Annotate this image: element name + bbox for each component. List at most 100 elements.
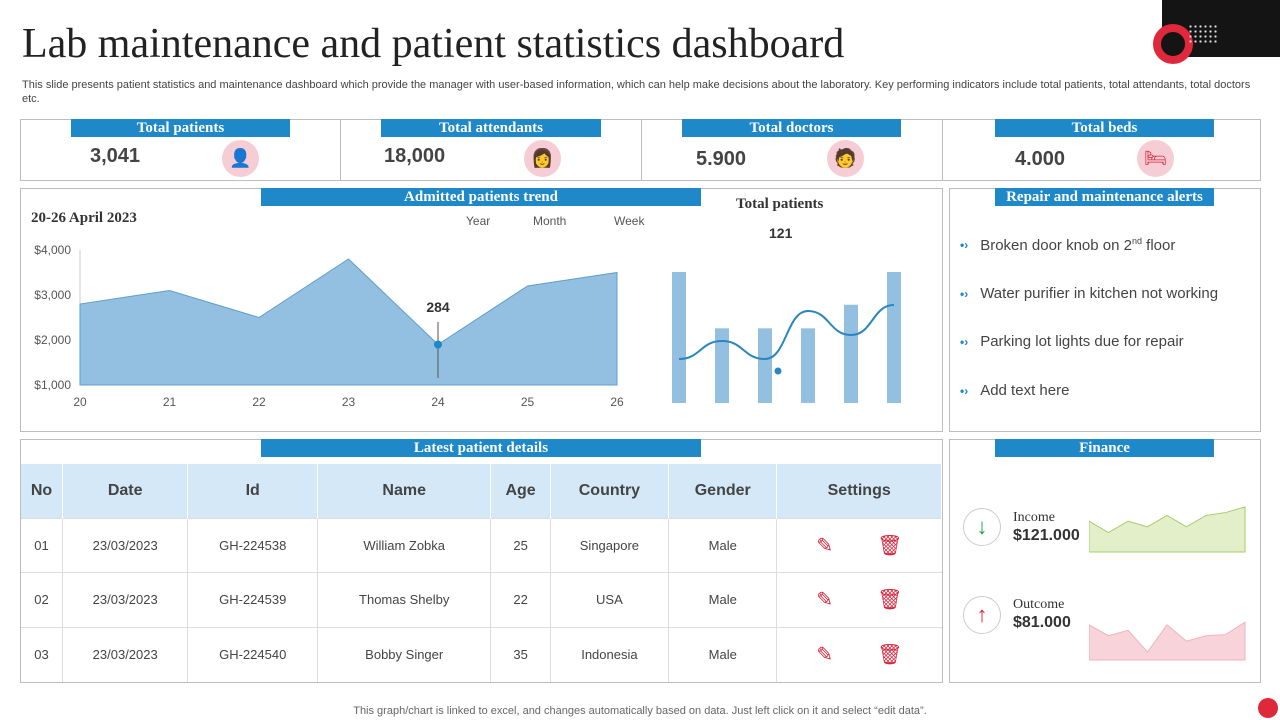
- alert-item: •› Add text here: [960, 382, 1070, 399]
- cell-settings: ✎ 🗑: [776, 517, 942, 573]
- edit-pencil-icon[interactable]: ✎: [816, 589, 834, 612]
- bullet-icon: •›: [960, 286, 969, 301]
- x-tick-label: 21: [163, 395, 177, 409]
- bar-value: 121: [769, 225, 793, 241]
- bullet-icon: •›: [960, 383, 969, 398]
- table-title: Latest patient details: [261, 439, 701, 457]
- arrow-up-icon: ↑: [963, 596, 1001, 634]
- col-name: Name: [317, 464, 492, 518]
- line-point: [774, 367, 782, 375]
- x-tick-label: 23: [342, 395, 356, 409]
- alert-item: •› Parking lot lights due for repair: [960, 333, 1184, 350]
- bar: [758, 328, 772, 403]
- cell-country: Indonesia: [550, 626, 670, 682]
- y-tick-label: $3,000: [34, 288, 71, 302]
- cell-country: USA: [550, 572, 670, 627]
- cell-id: GH-224540: [187, 626, 318, 682]
- cell-date: 23/03/2023: [62, 572, 189, 627]
- edit-pencil-icon[interactable]: ✎: [816, 534, 834, 557]
- x-tick-label: 24: [431, 395, 445, 409]
- col-country: Country: [550, 464, 670, 518]
- period-year[interactable]: Year: [466, 214, 491, 228]
- cell-age: 22: [490, 572, 551, 627]
- bar: [715, 328, 729, 403]
- bar-title: Total patients: [736, 196, 824, 212]
- area-series: [79, 258, 618, 386]
- col-age: Age: [490, 464, 551, 518]
- x-tick-label: 22: [252, 395, 266, 409]
- col-settings: Settings: [776, 464, 942, 518]
- cell-date: 23/03/2023: [62, 626, 189, 682]
- nurse-icon: 👩: [524, 140, 561, 177]
- cell-settings: ✎ 🗑: [776, 626, 942, 682]
- patients-table: No Date Id Name Age Country Gender Setti…: [21, 464, 942, 682]
- bar: [844, 304, 858, 403]
- hospital-bed-icon: 🛏: [1137, 140, 1174, 177]
- date-range: 20-26 April 2023: [31, 210, 137, 226]
- cell-name: Bobby Singer: [317, 626, 492, 682]
- income-label: Income: [1013, 510, 1055, 525]
- bullet-icon: •›: [960, 238, 969, 252]
- cell-date: 23/03/2023: [62, 517, 189, 573]
- cell-age: 25: [490, 517, 551, 573]
- kpi-value: 4.000: [1015, 148, 1066, 170]
- y-tick-label: $4,000: [34, 243, 71, 257]
- cell-id: GH-224539: [187, 572, 318, 627]
- delete-trash-icon[interactable]: 🗑: [877, 534, 903, 557]
- x-tick-label: 26: [610, 395, 624, 409]
- kpi-label: Total attendants: [381, 119, 601, 137]
- kpi-value: 18,000: [384, 145, 446, 167]
- income-sparkline: [1089, 506, 1246, 553]
- kpi-label: Total beds: [995, 119, 1214, 137]
- x-tick-label: 25: [521, 395, 535, 409]
- total-patients-bar-chart: [672, 272, 901, 403]
- cell-name: Thomas Shelby: [317, 572, 492, 627]
- sparkline-area: [1089, 506, 1246, 553]
- highlight-label: 284: [426, 299, 450, 315]
- delete-trash-icon[interactable]: 🗑: [877, 589, 903, 612]
- bar: [672, 272, 686, 403]
- cell-no: 03: [21, 626, 63, 682]
- col-no: No: [21, 464, 63, 518]
- cell-name: William Zobka: [317, 517, 492, 573]
- alert-item: •› Water purifier in kitchen not working: [960, 285, 1219, 302]
- decor-ring: [1153, 24, 1193, 64]
- trend-line: [678, 304, 895, 361]
- bullet-icon: •›: [960, 334, 969, 349]
- y-tick-label: $2,000: [34, 333, 71, 347]
- outcome-label: Outcome: [1013, 597, 1065, 612]
- kpi-label: Total patients: [71, 119, 290, 137]
- alerts-panel: [949, 188, 1261, 432]
- doctor-icon: 🧑: [827, 140, 864, 177]
- edit-pencil-icon[interactable]: ✎: [816, 644, 834, 666]
- kpi-value: 5.900: [696, 148, 747, 170]
- cell-no: 01: [21, 517, 63, 573]
- alerts-title: Repair and maintenance alerts: [995, 188, 1214, 206]
- table-row: 02 23/03/2023 GH-224539 Thomas Shelby 22 USA M…: [21, 572, 942, 627]
- admitted-trend-chart: $1,000 $2,000 $3,000 $4,000 20 21 22 23 24 25 26 28…: [34, 243, 624, 409]
- decor-dots: [1188, 24, 1218, 44]
- arrow-down-icon: ↓: [963, 508, 1001, 546]
- cell-gender: Male: [668, 572, 778, 627]
- cell-age: 35: [490, 626, 551, 682]
- outcome-value: $81.000: [1013, 614, 1071, 631]
- cell-no: 02: [21, 572, 63, 627]
- y-tick-label: $1,000: [34, 378, 71, 392]
- trend-title: Admitted patients trend: [261, 188, 701, 206]
- period-month[interactable]: Month: [533, 214, 567, 228]
- delete-trash-icon[interactable]: 🗑: [877, 644, 903, 666]
- bar: [887, 272, 901, 403]
- col-gender: Gender: [668, 464, 778, 518]
- alert-item: •› Broken door knob on 2nd floor: [960, 236, 1176, 254]
- x-tick-label: 20: [73, 395, 87, 409]
- period-week[interactable]: Week: [614, 214, 645, 228]
- outcome-sparkline: [1089, 621, 1246, 661]
- cell-country: Singapore: [550, 517, 670, 573]
- decor-dot: [1258, 698, 1278, 718]
- table-row: 01 23/03/2023 GH-224538 William Zobka 25 Sing…: [21, 517, 942, 573]
- cell-settings: ✎ 🗑: [776, 572, 942, 627]
- page-subtitle: This slide presents patient statistics a…: [22, 79, 1251, 105]
- table-row: 03 23/03/2023 GH-224540 Bobby Singer 35 Indon…: [21, 626, 942, 682]
- patient-icon: 👤: [222, 140, 259, 177]
- cell-id: GH-224538: [187, 517, 318, 573]
